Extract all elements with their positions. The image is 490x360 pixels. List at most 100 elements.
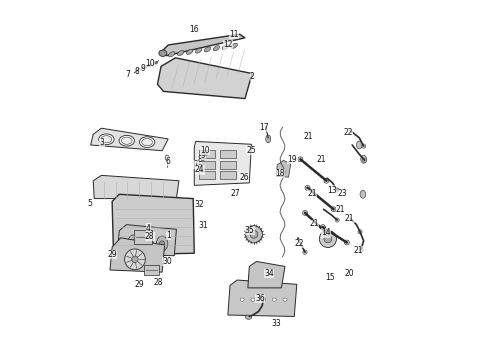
Text: 10: 10 — [200, 146, 210, 155]
Text: 21: 21 — [336, 205, 345, 214]
Ellipse shape — [145, 242, 150, 248]
Ellipse shape — [140, 137, 155, 148]
Polygon shape — [112, 194, 194, 255]
Ellipse shape — [147, 64, 150, 67]
Ellipse shape — [344, 240, 349, 245]
Ellipse shape — [199, 165, 202, 167]
Text: 26: 26 — [240, 173, 249, 182]
Ellipse shape — [358, 230, 362, 234]
Text: 5: 5 — [87, 199, 92, 208]
Text: 10: 10 — [145, 59, 154, 68]
Ellipse shape — [324, 235, 332, 243]
Text: 15: 15 — [325, 273, 335, 282]
Ellipse shape — [101, 136, 112, 143]
Text: 21: 21 — [345, 214, 354, 223]
Ellipse shape — [356, 141, 362, 149]
Ellipse shape — [119, 135, 134, 146]
Polygon shape — [91, 128, 168, 151]
Ellipse shape — [335, 218, 339, 222]
Text: 22: 22 — [295, 239, 304, 248]
Text: 28: 28 — [154, 278, 163, 287]
Ellipse shape — [231, 43, 238, 48]
Ellipse shape — [159, 50, 167, 57]
Ellipse shape — [98, 134, 114, 145]
Ellipse shape — [213, 46, 220, 51]
Text: 23: 23 — [338, 189, 347, 198]
Polygon shape — [93, 175, 179, 199]
Polygon shape — [117, 225, 176, 256]
Text: 21: 21 — [309, 219, 318, 228]
Bar — [199, 171, 215, 179]
Ellipse shape — [222, 44, 228, 50]
Text: 31: 31 — [198, 221, 208, 230]
Polygon shape — [157, 58, 252, 99]
Ellipse shape — [250, 230, 258, 238]
Ellipse shape — [131, 240, 136, 245]
Ellipse shape — [154, 62, 157, 64]
Ellipse shape — [169, 52, 175, 57]
Text: 33: 33 — [271, 319, 281, 328]
Ellipse shape — [251, 298, 255, 301]
Bar — [220, 171, 236, 179]
Text: 25: 25 — [246, 146, 256, 155]
Ellipse shape — [156, 236, 168, 251]
Text: 6: 6 — [166, 157, 171, 166]
Text: 22: 22 — [343, 129, 353, 138]
Text: 3: 3 — [99, 138, 104, 147]
Ellipse shape — [319, 230, 337, 248]
Ellipse shape — [272, 298, 276, 301]
Text: 21: 21 — [307, 189, 317, 198]
Ellipse shape — [204, 47, 211, 52]
Ellipse shape — [204, 153, 207, 156]
Ellipse shape — [196, 48, 202, 53]
Polygon shape — [161, 34, 245, 56]
Ellipse shape — [245, 315, 252, 319]
Text: 36: 36 — [255, 294, 265, 303]
Text: 11: 11 — [229, 30, 238, 39]
Text: 35: 35 — [245, 226, 254, 235]
Ellipse shape — [362, 144, 366, 148]
Ellipse shape — [132, 256, 138, 262]
Ellipse shape — [361, 156, 367, 163]
Ellipse shape — [262, 298, 266, 301]
Text: 24: 24 — [195, 166, 204, 175]
Ellipse shape — [302, 210, 308, 215]
Ellipse shape — [187, 49, 193, 54]
Bar — [199, 150, 215, 158]
Text: 16: 16 — [190, 25, 199, 34]
Bar — [220, 150, 236, 158]
Text: 9: 9 — [201, 151, 206, 160]
Ellipse shape — [142, 67, 145, 69]
Text: 9: 9 — [140, 64, 145, 73]
Ellipse shape — [135, 69, 139, 72]
Text: 21: 21 — [304, 132, 313, 141]
Text: 14: 14 — [321, 228, 331, 237]
Ellipse shape — [359, 248, 363, 252]
Text: 21: 21 — [354, 246, 364, 255]
Text: 12: 12 — [223, 40, 233, 49]
Ellipse shape — [298, 157, 303, 162]
Bar — [220, 161, 236, 168]
Text: 34: 34 — [265, 269, 274, 278]
Ellipse shape — [165, 155, 169, 161]
Ellipse shape — [303, 250, 307, 254]
Text: 20: 20 — [345, 269, 354, 278]
Bar — [199, 161, 215, 168]
Ellipse shape — [201, 158, 205, 161]
Ellipse shape — [324, 230, 329, 235]
Polygon shape — [276, 160, 291, 177]
Text: 18: 18 — [275, 169, 285, 178]
Text: 8: 8 — [197, 155, 202, 164]
Text: 30: 30 — [163, 257, 172, 266]
Text: 29: 29 — [107, 250, 117, 259]
Ellipse shape — [320, 225, 325, 230]
Ellipse shape — [331, 207, 336, 212]
Polygon shape — [110, 238, 165, 272]
Polygon shape — [194, 141, 251, 185]
Polygon shape — [228, 280, 297, 316]
Text: 28: 28 — [145, 232, 154, 241]
Text: 32: 32 — [195, 200, 204, 209]
Ellipse shape — [128, 235, 139, 250]
Text: 17: 17 — [259, 123, 269, 132]
Text: 2: 2 — [250, 72, 254, 81]
